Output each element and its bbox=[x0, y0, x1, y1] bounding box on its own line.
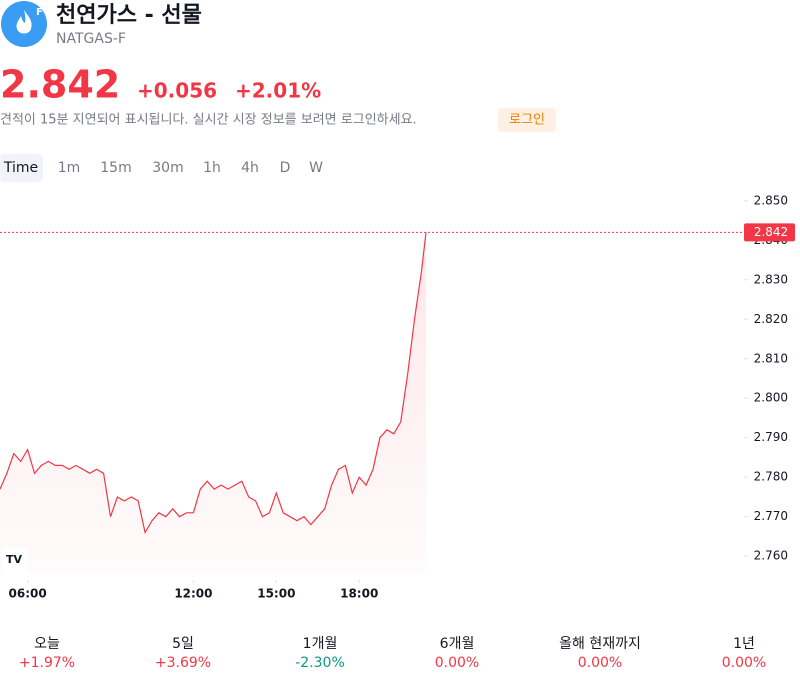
price: 2.842 bbox=[0, 63, 120, 107]
period-change: 0.00% bbox=[435, 655, 479, 671]
y-tick-label: 2.770 bbox=[754, 509, 788, 523]
timeframe-tab[interactable]: D bbox=[280, 160, 291, 176]
timeframe-tab[interactable]: 1h bbox=[203, 160, 221, 176]
period-change: 0.00% bbox=[578, 655, 622, 671]
y-tick-label: 2.820 bbox=[754, 312, 788, 326]
period-label: 올해 현재까지 bbox=[559, 636, 641, 652]
x-tick-label: 18:00 bbox=[340, 587, 378, 601]
timeframe-tab[interactable]: Time bbox=[3, 160, 38, 176]
x-tick-label: 06:00 bbox=[9, 587, 47, 601]
change: +0.056 bbox=[137, 79, 217, 103]
symbol: NATGAS-F bbox=[56, 31, 126, 47]
period-change: -2.30% bbox=[295, 655, 345, 671]
period-label: 5일 bbox=[172, 636, 194, 652]
timeframe-tab[interactable]: 4h bbox=[241, 160, 259, 176]
y-tick-label: 2.800 bbox=[754, 391, 788, 405]
performance: 오늘 +1.97% 5일 +3.69% 1개월 -2.30% 6개월 0.00% 올해 현재까지… bbox=[19, 636, 766, 671]
period-label: 1개월 bbox=[303, 636, 338, 652]
timeframe-tab[interactable]: W bbox=[309, 160, 323, 176]
chart: 2.8502.8402.8302.8202.8102.8002.7902.780… bbox=[0, 193, 795, 601]
price-line bbox=[0, 232, 427, 535]
period-change: 0.00% bbox=[722, 655, 766, 671]
y-tick-label: 2.760 bbox=[754, 549, 788, 563]
delay-notice: 견적이 15분 지연되어 표시됩니다. 실시간 시장 정보를 보려면 로그인하세… bbox=[0, 113, 417, 128]
period-label: 오늘 bbox=[34, 636, 60, 652]
period-change: +3.69% bbox=[155, 655, 211, 671]
period-label: 1년 bbox=[733, 636, 755, 652]
y-tick-label: 2.850 bbox=[754, 193, 788, 207]
last-price-tag bbox=[744, 223, 795, 242]
login-button[interactable] bbox=[498, 108, 556, 132]
svg-text:F: F bbox=[36, 7, 43, 18]
svg-text:TV: TV bbox=[6, 553, 23, 566]
timeframe-tab[interactable]: 15m bbox=[100, 160, 131, 176]
y-tick-label: 2.830 bbox=[754, 272, 788, 286]
y-tick-label: 2.810 bbox=[754, 351, 788, 365]
tabs: Time 1m 15m 30m 1h 4h D W bbox=[3, 160, 323, 176]
period-change: +1.97% bbox=[19, 655, 75, 671]
y-tick-label: 2.790 bbox=[754, 430, 788, 444]
logo: F bbox=[1, 1, 47, 47]
timeframe-tab[interactable]: 30m bbox=[152, 160, 183, 176]
last-price-label: 2.842 bbox=[754, 225, 788, 239]
login-label[interactable]: 로그인 bbox=[509, 113, 545, 128]
area bbox=[0, 232, 426, 572]
x-tick-label: 15:00 bbox=[257, 587, 295, 601]
y-tick-label: 2.780 bbox=[754, 470, 788, 484]
x-tick-label: 12:00 bbox=[174, 587, 212, 601]
tv-logo: TV bbox=[2, 548, 28, 572]
title: 천연가스 - 선물 bbox=[56, 3, 202, 28]
timeframe-tab[interactable]: 1m bbox=[58, 160, 81, 176]
change-percent: +2.01% bbox=[235, 79, 321, 103]
tab-active-bg bbox=[0, 154, 43, 182]
period-label: 6개월 bbox=[440, 636, 475, 652]
